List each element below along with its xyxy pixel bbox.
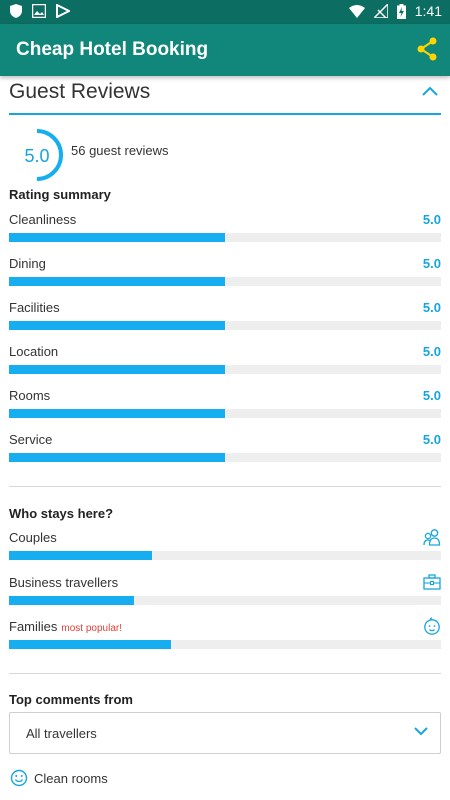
smiley-icon [10, 769, 28, 787]
briefcase-icon [423, 574, 441, 590]
stay-label: Families most popular! [9, 619, 122, 634]
stay-bar-track [9, 551, 441, 560]
rating-bar-track [9, 365, 441, 374]
couple-icon [423, 529, 441, 546]
rating-row-dining: Dining 5.0 [9, 256, 441, 296]
stay-bar-fill [9, 640, 171, 649]
stay-row-business: Business travellers [9, 574, 441, 615]
overall-score: 5.0 [24, 146, 50, 166]
rating-row-service: Service 5.0 [9, 432, 441, 472]
chevron-up-icon[interactable] [422, 86, 438, 96]
stay-bar-fill [9, 596, 135, 605]
rating-bar-fill [9, 365, 225, 374]
rating-bar-track [9, 277, 441, 286]
stay-label-text: Families [9, 619, 58, 634]
stay-bar-track [9, 640, 441, 649]
rating-value: 5.0 [422, 344, 441, 359]
rating-bar-fill [9, 233, 225, 242]
rating-value: 5.0 [422, 432, 441, 447]
stay-row-families: Families most popular! [9, 617, 441, 659]
who-stays-heading: Who stays here? [9, 506, 114, 521]
rating-bar-track [9, 409, 441, 418]
rating-label: Facilities [9, 300, 60, 315]
signal-off-icon [373, 4, 388, 18]
dropdown-value: All travellers [26, 726, 97, 741]
traveller-type-dropdown[interactable]: All travellers [9, 712, 441, 754]
stay-row-couples: Couples [9, 529, 441, 570]
rating-value: 5.0 [422, 256, 441, 271]
rating-label: Location [9, 344, 59, 359]
most-popular-tag: most popular! [61, 623, 122, 634]
stay-bar-track [9, 596, 441, 605]
rating-summary-heading: Rating summary [9, 187, 111, 202]
rating-value: 5.0 [422, 212, 441, 227]
rating-bar-track [9, 453, 441, 462]
rating-bar-fill [9, 453, 225, 462]
rating-bar-track [9, 233, 441, 242]
rating-value: 5.0 [422, 300, 441, 315]
stay-bar-fill [9, 551, 152, 560]
rating-bar-fill [9, 409, 225, 418]
store-icon [56, 4, 70, 18]
chevron-down-icon [414, 727, 428, 736]
divider [9, 486, 441, 487]
shield-icon [10, 4, 22, 18]
section-title-underline [9, 113, 441, 115]
rating-label: Service [9, 432, 53, 447]
rating-label: Cleanliness [9, 212, 77, 227]
divider [9, 673, 441, 674]
battery-charging-icon [396, 3, 406, 19]
stay-label: Business travellers [9, 575, 119, 590]
rating-row-cleanliness: Cleanliness 5.0 [9, 212, 441, 252]
guest-review-count[interactable]: 56 guest reviews [71, 143, 169, 158]
rating-bar-fill [9, 277, 225, 286]
rating-bar-fill [9, 321, 225, 330]
rating-row-rooms: Rooms 5.0 [9, 388, 441, 428]
app-title: Cheap Hotel Booking [16, 39, 209, 60]
rating-label: Dining [9, 256, 46, 271]
comment-text: Clean rooms [34, 770, 108, 786]
status-bar: 1:41 [0, 0, 450, 24]
stay-label: Couples [9, 530, 57, 545]
rating-bar-track [9, 321, 441, 330]
share-icon[interactable] [416, 37, 438, 61]
wifi-icon [348, 4, 365, 18]
app-bar: Cheap Hotel Booking [0, 24, 450, 76]
section-title: Guest Reviews [9, 80, 151, 103]
score-ring [11, 129, 63, 181]
rating-value: 5.0 [422, 388, 441, 403]
top-comments-heading: Top comments from [9, 692, 133, 707]
image-icon [32, 4, 46, 18]
rating-label: Rooms [9, 388, 51, 403]
rating-row-facilities: Facilities 5.0 [9, 300, 441, 340]
comment-item: Clean rooms [10, 769, 108, 787]
rating-row-location: Location 5.0 [9, 344, 441, 384]
status-time: 1:41 [414, 3, 442, 19]
baby-face-icon [424, 617, 440, 635]
